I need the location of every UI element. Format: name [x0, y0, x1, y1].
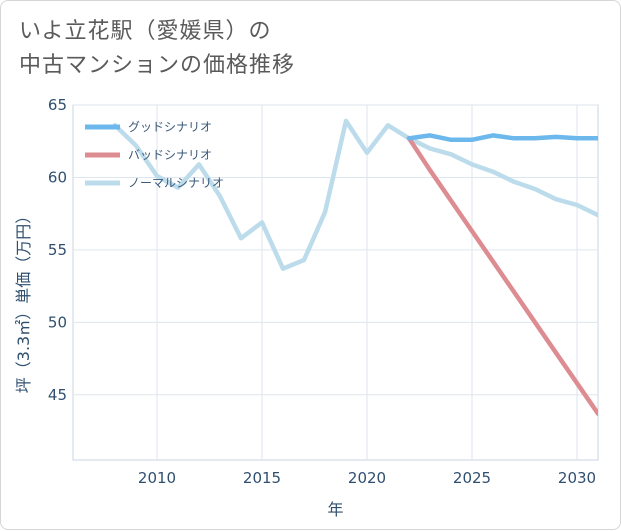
legend-label-3: ノーマルシナリオ — [128, 176, 224, 190]
x-tick-label: 2030 — [558, 469, 596, 487]
x-tick-label: 2025 — [453, 469, 491, 487]
chart-title-line1: いよ立花駅（愛媛県）の — [19, 19, 272, 44]
y-tick-label: 55 — [48, 241, 67, 259]
y-tick-label: 65 — [48, 96, 67, 114]
x-tick-label: 2010 — [138, 469, 176, 487]
series-line-1 — [406, 133, 598, 143]
legend-label-1: グッドシナリオ — [128, 120, 212, 134]
series-line-3 — [112, 118, 598, 271]
y-axis-title: 坪（3.3㎡）単価（万円） — [14, 208, 33, 393]
x-tick-label: 2020 — [348, 469, 386, 487]
y-tick-label: 45 — [48, 386, 67, 404]
x-axis-title: 年 — [327, 500, 343, 519]
chart-title: いよ立花駅（愛媛県）の 中古マンションの価格推移 — [19, 15, 439, 83]
series-layer — [112, 118, 598, 416]
series-line-2 — [406, 136, 598, 416]
x-tick-labels: 2010 2015 2020 2025 2030 — [138, 469, 596, 487]
y-tick-label: 60 — [48, 168, 67, 186]
y-tick-labels: 45 50 55 60 65 — [48, 96, 67, 404]
x-tick-label: 2015 — [243, 469, 281, 487]
legend-label-2: バッドシナリオ — [128, 148, 212, 162]
y-tick-label: 50 — [48, 313, 67, 331]
chart-title-line2: 中古マンションの価格推移 — [19, 53, 296, 78]
